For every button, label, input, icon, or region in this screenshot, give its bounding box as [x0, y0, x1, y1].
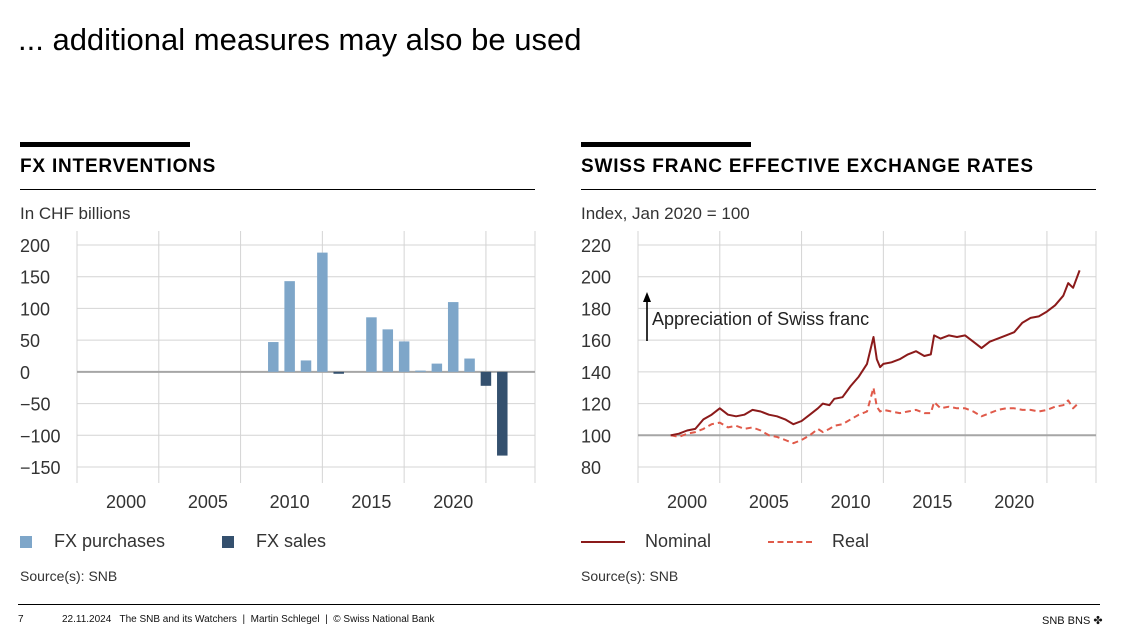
line-real [670, 386, 1081, 445]
x-tick-label: 2005 [188, 492, 228, 512]
x-tick-label: 2020 [433, 492, 473, 512]
y-tick-label: 100 [20, 299, 50, 319]
y-tick-label: 150 [20, 268, 50, 288]
y-tick-label: 160 [581, 331, 611, 351]
appreciation-annotation: Appreciation of Swiss franc [652, 309, 869, 329]
exchange-rates-chart: 220 200 180 160 140 120 100 80 2000 2005 2010 2015 2… [581, 231, 1097, 512]
y-tick-label: 140 [581, 363, 611, 383]
bar-fx-purchase [366, 317, 377, 372]
y-tick-label: 80 [581, 458, 601, 478]
right-panel-source: Source(s): SNB [581, 568, 679, 584]
legend-label-nominal: Nominal [645, 531, 712, 551]
y-tick-label: 200 [20, 236, 50, 256]
x-tick-label: 2015 [351, 492, 391, 512]
y-tick-label: −50 [20, 395, 51, 415]
legend-label-real: Real [832, 531, 870, 551]
legend-swatch-sales [222, 535, 234, 548]
y-tick-label: −150 [20, 458, 61, 478]
footer-text: 22.11.2024 The SNB and its Watchers | Ma… [62, 614, 435, 625]
x-tick-label: 2010 [831, 492, 871, 512]
legend-label-purchases: FX purchases [54, 531, 166, 551]
y-tick-label: −100 [20, 426, 61, 446]
legend-fx-purchases: FX purchases [20, 531, 165, 552]
left-panel-accent-bar [20, 142, 190, 147]
left-panel-unit: In CHF billions [20, 204, 131, 223]
right-panel-heading: SWISS FRANC EFFECTIVE EXCHANGE RATES [581, 156, 1034, 177]
left-panel-heading: FX INTERVENTIONS [20, 156, 217, 177]
footer-brand-logo: SNB BNS ✤ [1042, 615, 1103, 627]
footer-page-number: 7 [18, 614, 24, 625]
x-tick-label: 2015 [912, 492, 952, 512]
bar-fx-purchase [300, 360, 312, 372]
x-tick-label: 2020 [994, 492, 1034, 512]
right-panel-rule [581, 189, 1096, 190]
bar-fx-sale [333, 371, 344, 374]
bar-fx-purchase [464, 358, 475, 372]
x-tick-label: 2005 [749, 492, 789, 512]
bar-fx-purchase [447, 302, 459, 372]
bar-fx-sale [480, 371, 492, 386]
y-tick-label: 100 [581, 426, 611, 446]
bar-fx-purchase [398, 341, 410, 372]
footer-rule [18, 604, 1100, 605]
y-tick-label: 50 [20, 331, 40, 351]
right-panel-accent-bar [581, 142, 751, 147]
bar-fx-purchase [284, 281, 295, 372]
bar-fx-purchase [268, 342, 279, 372]
line-nominal [670, 270, 1081, 437]
x-tick-label: 2000 [106, 492, 146, 512]
legend-real: Real [768, 531, 869, 552]
legend-swatch-nominal [581, 540, 625, 543]
appreciation-arrowhead [643, 292, 651, 302]
legend-label-sales: FX sales [256, 531, 327, 551]
bar-fx-purchase [431, 363, 443, 372]
y-tick-label: 0 [20, 363, 30, 383]
slide-title: ... additional measures may also be used [18, 22, 582, 57]
x-tick-label: 2010 [270, 492, 310, 512]
right-panel-unit: Index, Jan 2020 = 100 [581, 204, 750, 223]
legend-swatch-purchases [20, 535, 32, 548]
bar-fx-purchase [317, 252, 328, 372]
bar-fx-sale [497, 371, 508, 456]
left-panel-rule [20, 189, 535, 190]
bar-fx-purchase [415, 370, 426, 372]
fx-interventions-chart: 200 150 100 50 0 −50 −100 −150 2000 2005 2010 2015 2… [20, 231, 536, 512]
y-tick-label: 220 [581, 236, 611, 256]
legend-swatch-real [768, 540, 812, 543]
y-tick-label: 120 [581, 395, 611, 415]
y-tick-label: 200 [581, 268, 611, 288]
x-tick-label: 2000 [667, 492, 707, 512]
y-tick-label: 180 [581, 299, 611, 319]
bar-fx-purchase [382, 329, 394, 372]
left-panel-source: Source(s): SNB [20, 568, 118, 584]
legend-fx-sales: FX sales [222, 531, 326, 552]
legend-nominal: Nominal [581, 531, 711, 552]
